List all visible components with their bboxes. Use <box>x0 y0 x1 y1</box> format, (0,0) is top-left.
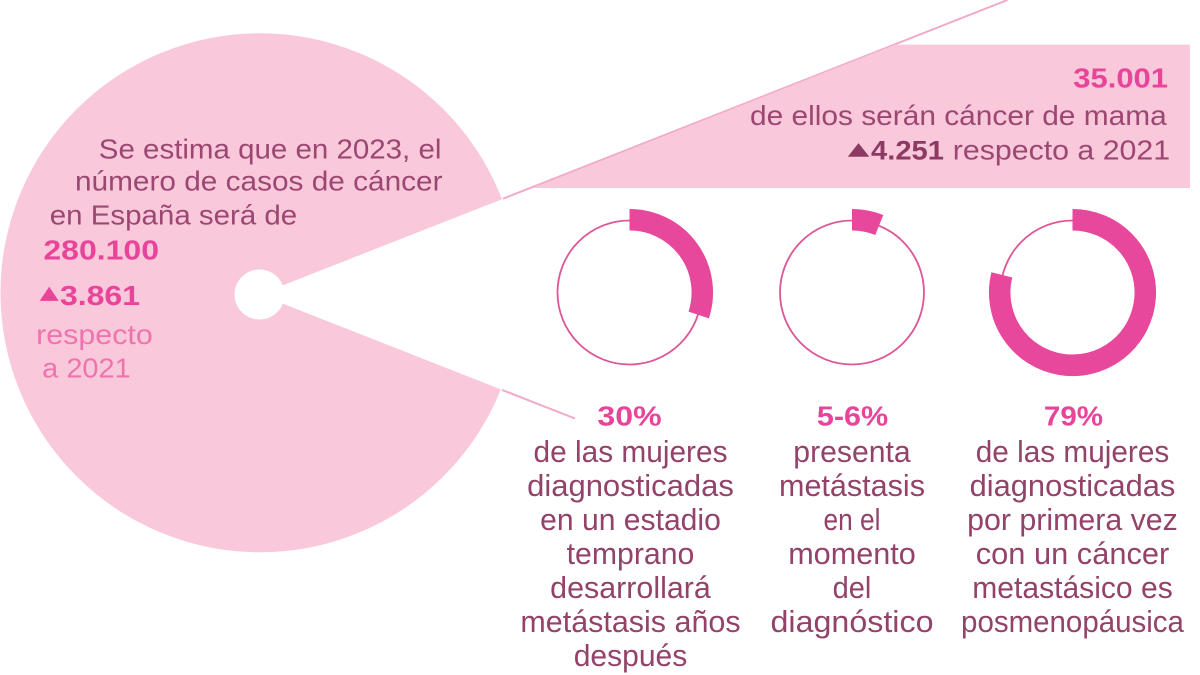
svg-text:35.001: 35.001 <box>1073 63 1168 94</box>
svg-text:metastásico es: metastásico es <box>972 570 1173 605</box>
svg-text:respecto a 2021: respecto a 2021 <box>953 135 1170 166</box>
svg-text:a 2021: a 2021 <box>42 353 131 384</box>
svg-text:momento: momento <box>788 536 916 571</box>
svg-text:en un estadio: en un estadio <box>540 502 721 537</box>
svg-text:Se estima que en 2023, el: Se estima que en 2023, el <box>99 133 442 164</box>
svg-text:número de casos de cáncer: número de casos de cáncer <box>75 166 443 197</box>
svg-text:de las mujeres: de las mujeres <box>534 434 728 469</box>
svg-text:desarrollará: desarrollará <box>550 570 711 605</box>
svg-text:posmenopáusica: posmenopáusica <box>961 604 1185 639</box>
svg-text:en el: en el <box>824 502 881 537</box>
svg-text:4.251: 4.251 <box>871 136 944 166</box>
svg-text:diagnosticadas: diagnosticadas <box>970 468 1176 503</box>
svg-text:respecto: respecto <box>36 319 153 350</box>
svg-text:metástasis: metástasis <box>779 468 925 503</box>
svg-text:79%: 79% <box>1044 401 1103 432</box>
svg-text:5-6%: 5-6% <box>817 401 888 432</box>
svg-text:diagnóstico: diagnóstico <box>771 604 934 639</box>
svg-text:3.861: 3.861 <box>60 280 140 311</box>
svg-text:metástasis años: metástasis años <box>520 604 740 639</box>
svg-text:con un cáncer: con un cáncer <box>976 536 1170 571</box>
svg-text:280.100: 280.100 <box>43 235 159 266</box>
svg-text:temprano: temprano <box>567 536 695 571</box>
svg-text:presenta: presenta <box>793 434 911 469</box>
svg-text:30%: 30% <box>597 401 661 432</box>
svg-text:por primera vez: por primera vez <box>967 502 1178 537</box>
svg-text:de ellos serán cáncer de mama: de ellos serán cáncer de mama <box>750 100 1167 131</box>
svg-text:después: después <box>574 638 688 673</box>
svg-text:en España será de: en España será de <box>50 200 297 231</box>
svg-text:de las mujeres: de las mujeres <box>976 434 1170 469</box>
svg-text:diagnosticadas: diagnosticadas <box>527 468 734 503</box>
svg-text:del: del <box>833 570 872 605</box>
